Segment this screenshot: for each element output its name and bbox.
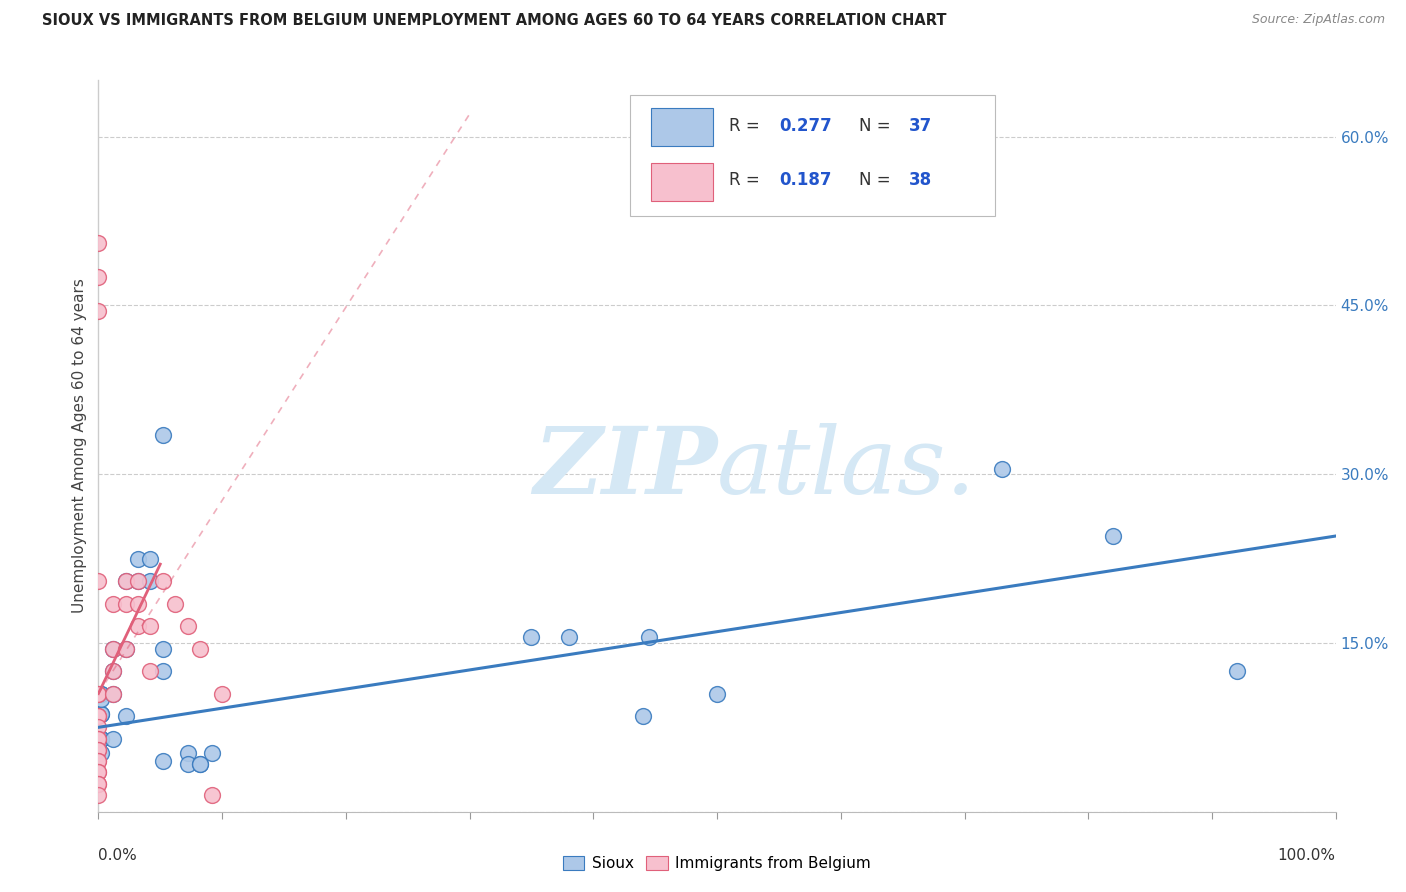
Bar — [651, 108, 713, 146]
Text: 37: 37 — [908, 117, 932, 135]
Text: R =: R = — [730, 117, 765, 135]
Point — [87, 687, 110, 701]
Point — [103, 641, 125, 656]
Legend: Sioux, Immigrants from Belgium: Sioux, Immigrants from Belgium — [557, 849, 877, 877]
Bar — [651, 163, 713, 201]
Point — [90, 687, 112, 701]
Point — [87, 731, 110, 746]
Point — [90, 731, 112, 746]
Point — [152, 664, 174, 678]
Point — [127, 597, 149, 611]
Point — [90, 692, 112, 706]
Point — [139, 551, 162, 566]
Point — [87, 709, 110, 723]
Point — [90, 746, 112, 760]
Text: 38: 38 — [908, 171, 932, 189]
Point — [87, 709, 110, 723]
Point — [990, 461, 1012, 475]
Point — [87, 720, 110, 734]
Point — [114, 641, 136, 656]
Point — [176, 619, 198, 633]
Point — [127, 574, 149, 588]
Point — [87, 776, 110, 790]
Point — [176, 746, 198, 760]
Point — [176, 757, 198, 772]
Point — [87, 304, 110, 318]
Point — [87, 765, 110, 780]
Point — [103, 731, 125, 746]
Point — [706, 687, 728, 701]
Point — [152, 427, 174, 442]
Point — [139, 574, 162, 588]
Point — [638, 630, 661, 644]
Point — [87, 574, 110, 588]
Point — [188, 641, 211, 656]
Text: SIOUX VS IMMIGRANTS FROM BELGIUM UNEMPLOYMENT AMONG AGES 60 TO 64 YEARS CORRELAT: SIOUX VS IMMIGRANTS FROM BELGIUM UNEMPLO… — [42, 13, 946, 29]
Point — [152, 641, 174, 656]
Text: R =: R = — [730, 171, 765, 189]
Text: N =: N = — [859, 171, 896, 189]
Point — [87, 687, 110, 701]
Point — [520, 630, 543, 644]
Point — [114, 574, 136, 588]
Point — [87, 788, 110, 802]
FancyBboxPatch shape — [630, 95, 995, 216]
Point — [90, 731, 112, 746]
Point — [103, 687, 125, 701]
Point — [103, 641, 125, 656]
Point — [188, 757, 211, 772]
Point — [103, 597, 125, 611]
Point — [127, 619, 149, 633]
Point — [90, 731, 112, 746]
Text: N =: N = — [859, 117, 896, 135]
Point — [127, 574, 149, 588]
Text: 100.0%: 100.0% — [1278, 848, 1336, 863]
Point — [87, 754, 110, 768]
Text: 0.277: 0.277 — [779, 117, 832, 135]
Point — [114, 597, 136, 611]
Point — [165, 597, 187, 611]
Point — [201, 788, 224, 802]
Point — [557, 630, 579, 644]
Point — [103, 687, 125, 701]
Point — [152, 754, 174, 768]
Point — [139, 619, 162, 633]
Point — [139, 664, 162, 678]
Point — [1226, 664, 1249, 678]
Point — [90, 706, 112, 721]
Point — [127, 551, 149, 566]
Point — [103, 664, 125, 678]
Point — [87, 236, 110, 251]
Point — [87, 743, 110, 757]
Point — [87, 754, 110, 768]
Point — [152, 574, 174, 588]
Point — [87, 776, 110, 790]
Point — [87, 743, 110, 757]
Point — [87, 731, 110, 746]
Text: atlas.: atlas. — [717, 423, 977, 513]
Text: 0.187: 0.187 — [779, 171, 831, 189]
Text: ZIP: ZIP — [533, 423, 717, 513]
Point — [90, 687, 112, 701]
Point — [211, 687, 233, 701]
Point — [114, 709, 136, 723]
Point — [103, 664, 125, 678]
Text: 0.0%: 0.0% — [98, 848, 138, 863]
Point — [87, 270, 110, 285]
Point — [90, 706, 112, 721]
Point — [87, 765, 110, 780]
Y-axis label: Unemployment Among Ages 60 to 64 years: Unemployment Among Ages 60 to 64 years — [72, 278, 87, 614]
Point — [631, 709, 654, 723]
Point — [1102, 529, 1125, 543]
Point — [201, 746, 224, 760]
Point — [114, 574, 136, 588]
Point — [114, 641, 136, 656]
Point — [188, 757, 211, 772]
Text: Source: ZipAtlas.com: Source: ZipAtlas.com — [1251, 13, 1385, 27]
